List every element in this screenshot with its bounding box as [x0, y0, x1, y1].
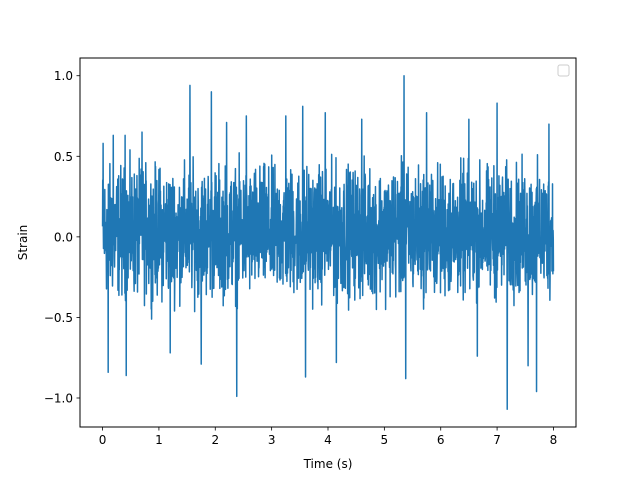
- x-tick-label: 7: [493, 433, 501, 447]
- strain-series-line: [101, 74, 555, 411]
- legend: [557, 64, 570, 77]
- x-tick-label: 0: [99, 433, 107, 447]
- y-tick-label: 1.0: [54, 69, 73, 83]
- x-tick-label: 4: [324, 433, 332, 447]
- y-tick-label: 0.5: [54, 150, 73, 164]
- x-tick-label: 2: [211, 433, 219, 447]
- y-tick-label: 0.0: [54, 230, 73, 244]
- legend-box: [557, 64, 570, 77]
- x-tick-label: 6: [437, 433, 445, 447]
- plot-area: [101, 74, 555, 411]
- y-tick-label: −0.5: [44, 311, 73, 325]
- x-tick-label: 1: [155, 433, 163, 447]
- y-tick-label: −1.0: [44, 391, 73, 405]
- y-axis-label: Strain: [16, 225, 30, 261]
- x-tick-label: 3: [268, 433, 276, 447]
- axis-ticks: 0 1 2 3 4 5 6 7 8 1.0 0.5 0.0 −0.5 −1.0: [44, 69, 557, 447]
- x-axis-label: Time (s): [303, 457, 353, 471]
- x-tick-label: 5: [381, 433, 389, 447]
- x-tick-label: 8: [550, 433, 558, 447]
